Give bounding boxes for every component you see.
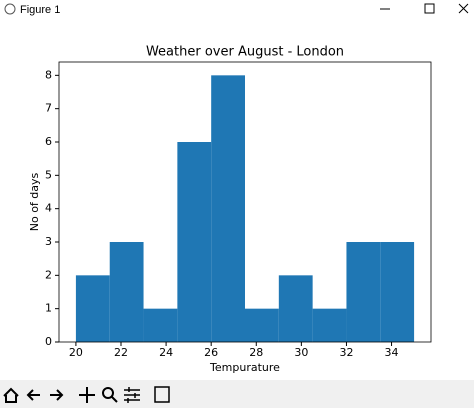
- x-tick-label: 32: [339, 346, 353, 359]
- y-axis-label: No of days: [28, 172, 41, 231]
- app-icon: [4, 3, 16, 15]
- y-tick-label: 4: [45, 202, 52, 215]
- zoom-button[interactable]: [102, 387, 118, 403]
- x-tick-label: 28: [249, 346, 263, 359]
- y-tick-label: 5: [45, 168, 52, 181]
- bar: [312, 308, 347, 342]
- x-tick-label: 34: [385, 346, 399, 359]
- y-tick-label: 7: [45, 102, 52, 115]
- plot-area: [75, 75, 415, 342]
- toolbar: [0, 380, 474, 408]
- bar: [346, 242, 381, 342]
- bar: [177, 142, 212, 342]
- x-axis-label: Tempurature: [209, 361, 280, 374]
- bar: [380, 242, 415, 342]
- x-tick-label: 24: [159, 346, 173, 359]
- bar: [109, 242, 144, 342]
- home-button[interactable]: [3, 387, 19, 403]
- y-tick-label: 0: [45, 335, 52, 348]
- bar: [75, 275, 110, 342]
- pan-button[interactable]: [79, 387, 95, 403]
- x-tick-label: 20: [69, 346, 83, 359]
- maximize-button[interactable]: [424, 3, 435, 14]
- x-tick-label: 26: [204, 346, 218, 359]
- bar: [278, 275, 313, 342]
- x-tick-label: 30: [294, 346, 308, 359]
- bar: [211, 75, 245, 342]
- chart-title: Weather over August - London: [146, 45, 344, 60]
- back-button[interactable]: [26, 389, 40, 401]
- forward-button[interactable]: [50, 389, 64, 401]
- axes-frame: [58, 61, 432, 343]
- bar: [143, 308, 178, 342]
- window-title: Figure 1: [20, 4, 60, 16]
- y-tick-label: 8: [45, 68, 52, 81]
- bar: [245, 308, 279, 342]
- x-tick-label: 22: [114, 346, 128, 359]
- configure-button[interactable]: [124, 387, 140, 403]
- close-button[interactable]: [458, 3, 469, 14]
- save-button[interactable]: [154, 386, 170, 403]
- y-tick-label: 2: [45, 268, 52, 281]
- y-tick-label: 1: [45, 302, 52, 315]
- title-bar: [0, 0, 474, 20]
- y-tick-label: 6: [45, 135, 52, 148]
- y-tick-label: 3: [45, 235, 52, 248]
